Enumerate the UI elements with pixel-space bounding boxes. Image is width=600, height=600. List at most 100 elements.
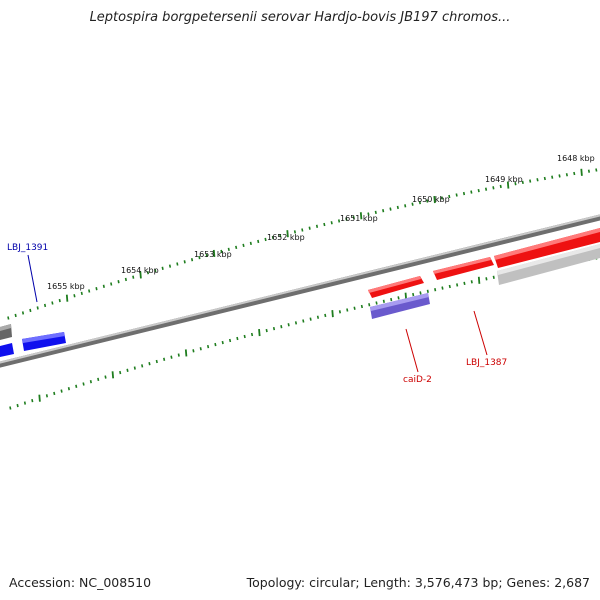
minor-tick — [82, 382, 85, 386]
gene-cai-d-2[interactable] — [370, 293, 430, 319]
gene-gray-left[interactable] — [0, 324, 12, 340]
minor-tick — [462, 191, 466, 196]
minor-tick — [117, 280, 120, 284]
gene-forward-3[interactable] — [494, 228, 600, 268]
minor-tick — [243, 334, 246, 339]
major-tick — [286, 230, 289, 238]
minor-tick — [192, 349, 195, 353]
minor-tick — [89, 380, 92, 384]
major-tick — [506, 181, 510, 189]
minor-tick — [382, 299, 385, 303]
minor-tick — [53, 391, 56, 396]
minor-tick — [119, 370, 122, 375]
major-tick — [212, 249, 216, 258]
gene-label-lbj-1391[interactable]: LBJ_1391 — [7, 243, 48, 253]
minor-tick — [43, 303, 47, 308]
gene-reverse-2[interactable] — [0, 343, 14, 357]
minor-tick — [236, 336, 239, 341]
minor-tick — [205, 253, 208, 258]
minor-tick — [271, 235, 274, 240]
minor-tick — [302, 319, 305, 323]
gene-label-lbj-1387[interactable]: LBJ_1387 — [466, 358, 507, 368]
minor-tick — [397, 296, 400, 300]
outer-tick-ring — [7, 168, 598, 320]
minor-tick — [595, 168, 598, 172]
minor-tick — [235, 245, 238, 250]
map-title: Leptospira borgpetersenii serovar Hardjo… — [89, 10, 511, 25]
minor-tick — [228, 338, 232, 343]
minor-tick — [7, 316, 10, 320]
minor-tick — [221, 340, 224, 345]
minor-tick — [316, 315, 320, 319]
minor-tick — [440, 196, 444, 200]
major-tick — [184, 349, 188, 357]
minor-tick — [95, 287, 98, 291]
topology-text: Topology: circular; Length: 3,576,473 bp… — [246, 575, 590, 590]
leader-line-cai-d-2 — [405, 328, 419, 373]
major-tick — [111, 371, 115, 379]
backbone-arc — [0, 214, 600, 368]
minor-tick — [418, 200, 421, 205]
minor-tick — [124, 277, 127, 282]
gene-forward-1[interactable] — [368, 276, 424, 298]
minor-tick — [492, 275, 495, 279]
minor-tick — [21, 311, 25, 315]
minor-tick — [294, 321, 298, 325]
tick-label-1648: 1648 kbp — [557, 154, 595, 163]
minor-tick — [133, 366, 136, 370]
minor-tick — [183, 260, 186, 264]
minor-tick — [419, 291, 422, 295]
minor-tick — [514, 182, 517, 186]
minor-tick — [470, 190, 473, 194]
minor-tick — [529, 179, 532, 183]
minor-tick — [390, 297, 393, 302]
minor-tick — [353, 306, 356, 310]
minor-tick — [477, 188, 480, 193]
minor-tick — [249, 241, 252, 246]
minor-tick — [9, 406, 12, 410]
minor-tick — [492, 186, 495, 190]
major-tick — [258, 328, 261, 337]
minor-tick — [360, 304, 363, 309]
minor-tick — [199, 347, 202, 351]
gene-reverse-1[interactable] — [22, 332, 66, 351]
minor-tick — [485, 277, 488, 281]
minor-tick — [257, 239, 260, 244]
minor-tick — [104, 375, 107, 379]
minor-tick — [146, 271, 150, 275]
minor-tick — [161, 266, 164, 270]
minor-tick — [587, 169, 591, 173]
minor-tick — [73, 294, 76, 298]
minor-tick — [97, 377, 100, 382]
minor-tick — [338, 310, 342, 314]
minor-tick — [75, 384, 78, 388]
minor-tick — [352, 215, 355, 220]
minor-tick — [51, 301, 54, 305]
minor-tick — [214, 342, 217, 347]
major-tick — [359, 212, 363, 220]
minor-tick — [29, 308, 32, 313]
minor-tick — [177, 353, 180, 357]
minor-tick — [308, 226, 311, 230]
minor-tick — [411, 202, 414, 206]
gene-label-cai-d-2[interactable]: caiD-2 — [403, 375, 432, 385]
minor-tick — [448, 194, 451, 199]
minor-tick — [80, 291, 83, 296]
major-tick — [38, 394, 41, 402]
gene-forward-2[interactable] — [433, 257, 494, 280]
minor-tick — [374, 210, 377, 215]
minor-tick — [301, 228, 304, 232]
minor-tick — [441, 286, 444, 290]
minor-tick — [45, 394, 49, 398]
minor-tick — [330, 221, 333, 225]
minor-tick — [14, 313, 17, 318]
minor-tick — [543, 176, 546, 181]
minor-tick — [521, 180, 524, 185]
minor-tick — [58, 298, 61, 303]
minor-tick — [315, 224, 319, 228]
gene-lightgray[interactable] — [497, 244, 600, 285]
minor-tick — [176, 262, 179, 266]
minor-tick — [536, 178, 539, 182]
tick-label-1655: 1655 kbp — [47, 282, 85, 291]
